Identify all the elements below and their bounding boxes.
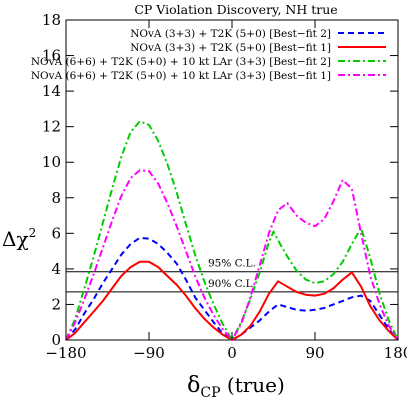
legend: NOvA (3+3) + T2K (5+0) [Best−fit 2] NOvA … bbox=[31, 28, 386, 82]
x-axis-title-suffix: (true) bbox=[221, 373, 285, 397]
y-tick-label: 16 bbox=[42, 47, 61, 65]
series-layer bbox=[65, 120, 399, 341]
reference-line-label: 95% C.L. bbox=[208, 258, 256, 270]
x-tick-label: 90 bbox=[305, 344, 324, 362]
x-tick-label: −180 bbox=[45, 344, 86, 362]
legend-label: NOvA (6+6) + T2K (5+0) + 10 kt LAr (3+3)… bbox=[31, 70, 331, 82]
series-line bbox=[65, 260, 399, 341]
series-line bbox=[65, 169, 399, 341]
chart-title: CP Violation Discovery, NH true bbox=[134, 2, 337, 17]
series-line bbox=[65, 236, 399, 341]
y-tick-label: 0 bbox=[51, 331, 61, 349]
reference-line-label: 90% C.L. bbox=[208, 278, 256, 290]
y-tick-label: 14 bbox=[42, 82, 61, 100]
legend-label: NOvA (6+6) + T2K (5+0) + 10 kt LAr (3+3)… bbox=[31, 56, 331, 68]
x-axis-title-main: δ bbox=[187, 373, 200, 398]
y-tick-label: 2 bbox=[51, 295, 61, 313]
x-axis-title-sub: CP bbox=[200, 385, 220, 400]
legend-label: NOvA (3+3) + T2K (5+0) [Best−fit 2] bbox=[130, 28, 331, 40]
y-axis-title: Δχ2 bbox=[2, 226, 36, 251]
y-axis-title-sup: 2 bbox=[29, 226, 37, 240]
series-line bbox=[65, 120, 399, 341]
y-tick-label: 12 bbox=[42, 118, 61, 136]
y-tick-label: 4 bbox=[51, 260, 61, 278]
reference-lines: 95% C.L. 90% C.L. bbox=[66, 258, 398, 293]
legend-label: NOvA (3+3) + T2K (5+0) [Best−fit 1] bbox=[130, 42, 331, 54]
y-tick-label: 10 bbox=[42, 153, 61, 171]
x-tick-label: 180 bbox=[384, 344, 407, 362]
y-tick-label: 8 bbox=[51, 189, 61, 207]
ticks: −180 −90 0 90 180 0 2 4 6 8 10 12 14 16 18 bbox=[42, 11, 407, 362]
y-axis-title-main: Δχ bbox=[2, 227, 29, 251]
y-tick-label: 6 bbox=[51, 224, 61, 242]
x-tick-label: −90 bbox=[133, 344, 165, 362]
x-tick-label: 0 bbox=[227, 344, 237, 362]
x-axis-title: δCP (true) bbox=[187, 373, 285, 400]
y-tick-label: 18 bbox=[42, 11, 61, 29]
